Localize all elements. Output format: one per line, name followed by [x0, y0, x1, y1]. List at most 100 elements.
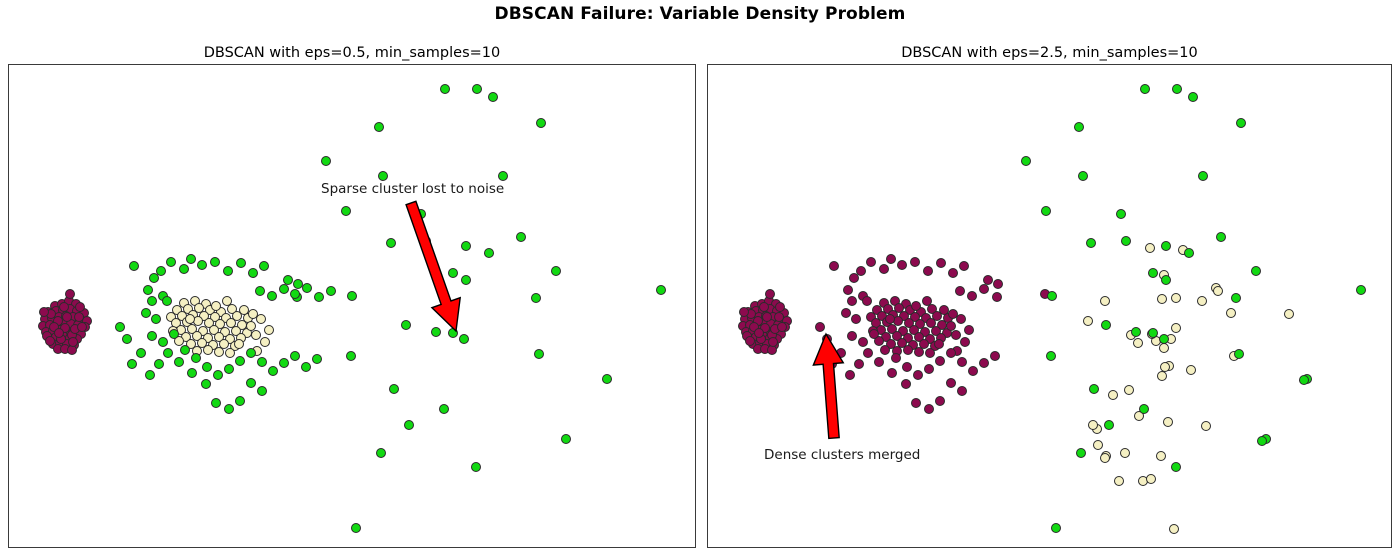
data-point-merged-cluster — [842, 284, 854, 296]
data-point-merged-cluster — [885, 338, 897, 350]
annotation-arrow-left — [405, 200, 462, 333]
data-point-sparse-cluster — [1212, 285, 1224, 297]
annotation-label-right: Dense clusters merged — [764, 447, 921, 463]
data-point-medium-cluster-core — [185, 338, 197, 350]
data-point-noise — [1256, 435, 1268, 447]
data-point-noise — [234, 395, 246, 407]
scatter-plot-left: Sparse cluster lost to noise — [8, 64, 696, 548]
data-point-noise — [266, 290, 278, 302]
data-point-noise — [1160, 240, 1172, 252]
data-point-noise — [1183, 247, 1195, 259]
data-point-noise — [415, 208, 427, 220]
data-point-noise — [403, 419, 415, 431]
data-point-merged-cluster — [966, 290, 978, 302]
data-point-noise — [420, 235, 432, 247]
data-point-noise — [1085, 237, 1097, 249]
data-point-noise — [1115, 208, 1127, 220]
data-point-sparse-cluster — [1168, 523, 1180, 535]
data-point-noise — [114, 321, 126, 333]
data-point-merged-cluster — [850, 313, 862, 325]
data-point-noise — [460, 274, 472, 286]
data-point-merged-cluster — [758, 301, 770, 313]
data-point-noise — [1230, 292, 1242, 304]
data-point-merged-cluster — [956, 385, 968, 397]
data-point-medium-cluster-core — [184, 313, 196, 325]
data-point-noise — [470, 461, 482, 473]
subplot-title-right: DBSCAN with eps=2.5, min_samples=10 — [901, 45, 1198, 61]
data-point-medium-cluster-core — [224, 347, 236, 359]
data-point-merged-cluster — [935, 257, 947, 269]
data-point-merged-cluster — [773, 311, 785, 323]
data-point-merged-cluster — [950, 329, 962, 341]
data-point-merged-cluster — [959, 336, 971, 348]
data-point-noise — [234, 355, 246, 367]
data-point-merged-cluster — [826, 358, 838, 370]
data-point-merged-cluster — [862, 347, 874, 359]
data-point-noise — [289, 288, 301, 300]
data-point-noise — [179, 344, 191, 356]
data-point-noise — [430, 326, 442, 338]
data-point-noise — [196, 259, 208, 271]
data-point-sparse-cluster — [1092, 439, 1104, 451]
data-point-merged-cluster — [931, 310, 943, 322]
data-point-sparse-cluster — [1155, 450, 1167, 462]
data-point-merged-cluster — [844, 369, 856, 381]
data-point-sparse-cluster — [1185, 364, 1197, 376]
data-point-noise — [1171, 83, 1183, 95]
data-point-sparse-cluster — [1170, 292, 1182, 304]
data-point-medium-cluster-core — [221, 295, 233, 307]
data-point-medium-cluster-core — [231, 310, 243, 322]
data-point-dense-cluster — [74, 301, 86, 313]
data-point-merged-cluster — [967, 365, 979, 377]
data-point-noise — [173, 356, 185, 368]
annotation-arrow-right — [812, 332, 845, 440]
data-point-noise — [345, 350, 357, 362]
data-point-noise — [278, 283, 290, 295]
data-point-noise — [655, 284, 667, 296]
data-point-noise — [560, 433, 572, 445]
data-point-merged-cluster — [814, 321, 826, 333]
data-point-medium-cluster-core — [263, 324, 275, 336]
data-point-noise — [1160, 274, 1172, 286]
data-point-noise — [162, 347, 174, 359]
data-point-sparse-cluster — [1283, 308, 1295, 320]
data-point-noise — [1075, 447, 1087, 459]
data-point-merged-cluster — [846, 330, 858, 342]
data-point-merged-cluster — [767, 336, 779, 348]
data-point-noise — [165, 256, 177, 268]
data-point-noise — [550, 265, 562, 277]
data-point-merged-cluster — [910, 397, 922, 409]
data-point-sparse-cluster — [1156, 370, 1168, 382]
data-point-dense-cluster — [61, 311, 73, 323]
data-point-noise — [1158, 333, 1170, 345]
data-point-merged-cluster — [846, 295, 858, 307]
data-point-noise — [121, 333, 133, 345]
data-point-merged-cluster — [963, 324, 975, 336]
data-point-merged-cluster — [900, 378, 912, 390]
data-point-noise — [178, 263, 190, 275]
data-point-noise — [153, 358, 165, 370]
data-point-noise — [1073, 121, 1085, 133]
data-point-medium-cluster-core — [259, 336, 271, 348]
data-point-dense-cluster — [64, 288, 76, 300]
data-point-noise — [144, 369, 156, 381]
data-point-noise — [458, 333, 470, 345]
data-point-noise — [325, 285, 337, 297]
data-point-noise — [497, 170, 509, 182]
data-point-noise — [157, 336, 169, 348]
data-point-sparse-cluster — [1144, 242, 1156, 254]
data-point-merged-cluster — [896, 259, 908, 271]
data-point-merged-cluster — [982, 274, 994, 286]
scatter-plot-right: Dense clusters merged — [707, 64, 1392, 548]
data-point-dense-cluster — [44, 335, 56, 347]
data-point-merged-cluster — [868, 328, 880, 340]
data-point-noise — [350, 522, 362, 534]
data-point-merged-cluster — [753, 327, 765, 339]
data-point-noise — [320, 155, 332, 167]
data-point-merged-cluster — [956, 356, 968, 368]
arrow-shape — [405, 200, 462, 333]
data-point-noise — [222, 265, 234, 277]
data-point-dense-cluster — [67, 336, 79, 348]
data-point-medium-cluster-core — [250, 329, 262, 341]
data-point-noise — [247, 267, 259, 279]
